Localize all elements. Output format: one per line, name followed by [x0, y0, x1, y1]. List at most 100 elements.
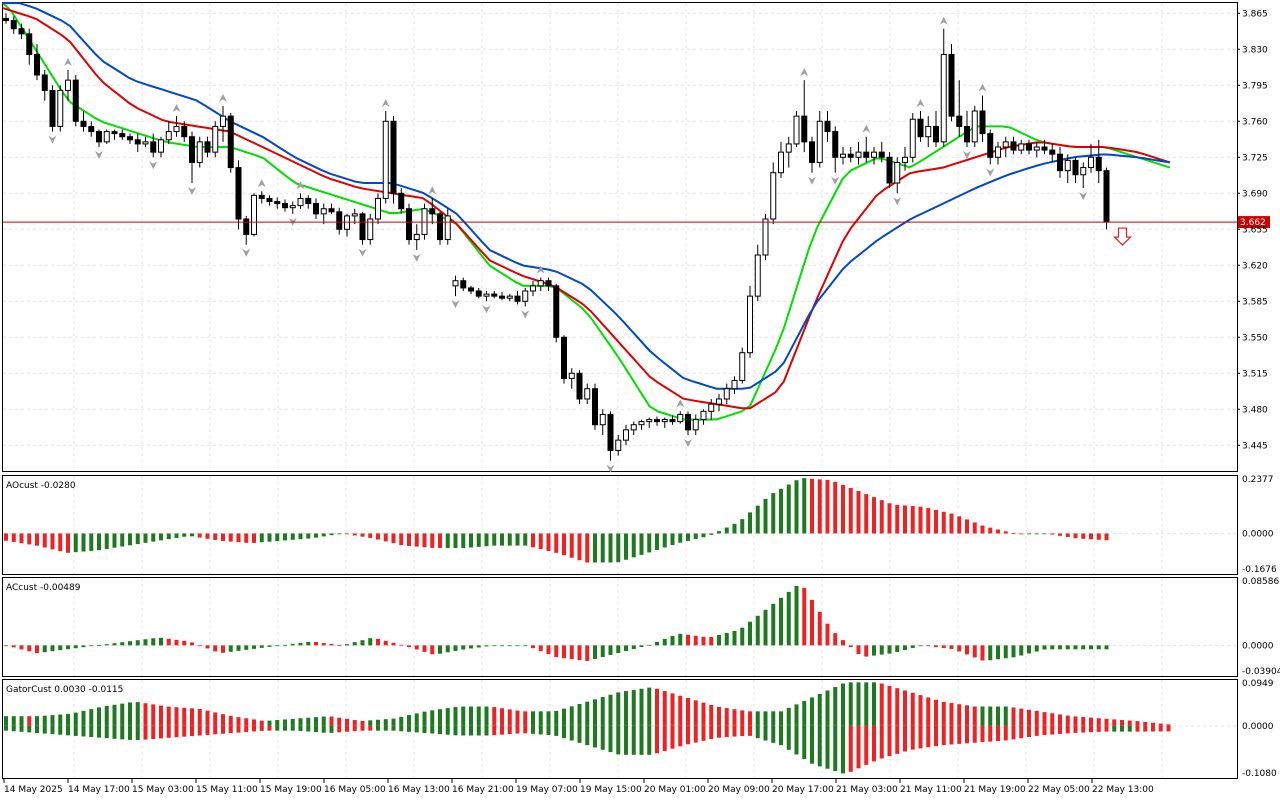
gator-upper-bar — [841, 683, 845, 726]
gator-lower-bar — [926, 725, 931, 748]
candle — [739, 347, 746, 384]
candle-body-up — [646, 419, 653, 423]
gator-lower-bar — [670, 725, 675, 749]
candle — [871, 147, 877, 165]
candle — [878, 141, 885, 163]
gator-upper-bar — [600, 697, 605, 726]
ao-bar — [461, 533, 466, 548]
gator-lower-bar — [1166, 725, 1171, 732]
gator-lower-bar — [1073, 725, 1078, 733]
gator-lower-bar — [1081, 725, 1086, 733]
candle — [522, 287, 529, 307]
gator-lower-bar — [290, 725, 295, 731]
candle — [49, 85, 56, 132]
fractal-up-marker — [939, 16, 948, 25]
indicator-tick-label: -0.1676 — [1242, 565, 1277, 575]
ao-bar — [1019, 533, 1024, 535]
candle-body-up — [630, 424, 637, 431]
ao-bar — [337, 533, 342, 535]
gator-lower-bar — [763, 725, 768, 741]
gator-lower-bar — [817, 725, 822, 767]
candle — [747, 285, 753, 358]
ao-bar — [128, 533, 132, 546]
fractal-up-marker — [428, 186, 437, 195]
ao-bar — [182, 533, 187, 537]
candle-body-up — [1064, 159, 1071, 172]
candle-body-down — [948, 53, 955, 117]
gator-upper-bar — [376, 719, 380, 726]
candle-body-up — [723, 388, 730, 400]
ac-bar — [290, 643, 295, 646]
candle-body-up — [623, 429, 629, 441]
ac-bar — [190, 642, 194, 646]
gator-lower-bar — [197, 725, 202, 736]
ao-bar — [58, 533, 63, 552]
candle-body-down — [607, 413, 614, 451]
gator-lower-bar — [306, 725, 311, 732]
gator-lower-bar — [414, 725, 419, 733]
candle — [1072, 157, 1079, 183]
candle — [351, 208, 358, 225]
candle-body-down — [282, 203, 288, 209]
candle-body-up — [173, 125, 180, 133]
ac-bar — [546, 645, 551, 655]
candle — [103, 129, 110, 144]
ao-bar — [104, 533, 109, 549]
ac-bar — [438, 645, 442, 654]
grid-lines — [3, 3, 1237, 778]
candle-body-down — [274, 201, 281, 205]
candle — [514, 291, 521, 305]
ao-bar — [569, 533, 574, 558]
candle — [111, 129, 118, 140]
gator-upper-bar — [833, 687, 838, 726]
candle — [258, 191, 265, 204]
gator-upper-bar — [97, 707, 101, 726]
fractal-down-marker — [808, 176, 816, 185]
candle — [429, 198, 436, 225]
ac-bar — [910, 645, 915, 649]
gator-upper-bar — [66, 713, 70, 726]
gator-panel-frame — [2, 679, 1238, 779]
ac-bar — [1027, 645, 1031, 654]
gator-upper-bar — [228, 715, 233, 726]
ac-bar — [794, 585, 799, 646]
gator-upper-bar — [647, 687, 652, 726]
gator-lower-bar — [298, 725, 303, 731]
candle — [677, 411, 684, 424]
gator-lower-bar — [879, 725, 884, 759]
ao-bar — [895, 504, 900, 534]
fractal-down-marker — [606, 464, 615, 473]
ac-bar — [833, 633, 838, 646]
candle-body-up — [902, 156, 908, 163]
ao-bar — [670, 533, 675, 546]
ac-bar — [1073, 645, 1078, 650]
candle-body-down — [1010, 141, 1017, 151]
candle-body-down — [685, 413, 691, 431]
ao-bar — [972, 522, 977, 534]
gator-lower-bar — [786, 725, 791, 750]
candle-body-up — [615, 439, 622, 451]
gator-upper-bar — [414, 713, 419, 726]
gator-lower-bar — [244, 725, 249, 733]
ao-bar — [988, 527, 993, 534]
price-tick-label: 3.865 — [1242, 9, 1268, 19]
ac-bar — [538, 645, 543, 652]
candle — [406, 203, 412, 245]
time-tick-label: 14 May 2025 — [4, 785, 63, 795]
candle — [964, 111, 970, 147]
ac-bar — [934, 645, 938, 648]
ao-bar — [965, 519, 969, 534]
candle — [615, 435, 622, 456]
candle — [3, 13, 9, 24]
candle-body-up — [754, 254, 761, 297]
gator-panel-title: GatorCust 0.0030 -0.0115 — [6, 685, 123, 695]
gator-lower-bar — [624, 725, 628, 755]
gator-upper-bar — [492, 707, 497, 726]
ac-bar — [810, 599, 814, 646]
candle — [320, 203, 327, 225]
ao-bar — [166, 533, 171, 540]
candle-body-up — [909, 118, 916, 158]
candle — [235, 160, 242, 230]
